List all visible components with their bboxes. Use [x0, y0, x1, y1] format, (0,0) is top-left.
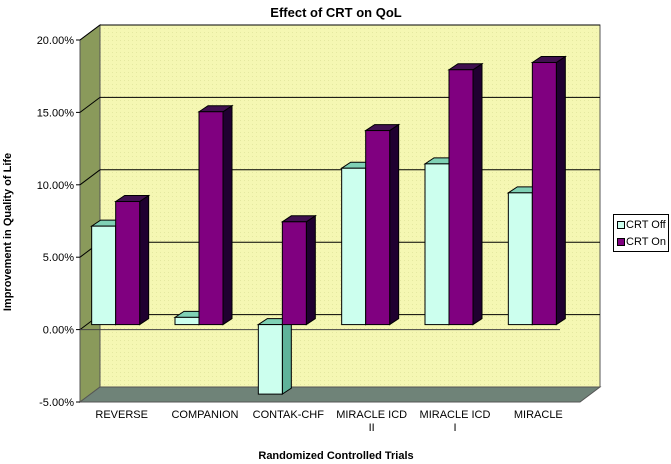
bar-front — [507, 192, 533, 326]
bar-crt-off — [256, 317, 293, 396]
x-category-label: COMPANION — [171, 409, 238, 421]
bar-side — [555, 55, 566, 326]
bar-front — [198, 111, 224, 326]
legend: CRT Off CRT On — [613, 214, 669, 252]
gridline-side — [79, 24, 101, 41]
bar-front — [281, 221, 307, 326]
y-tick-label: 20.00% — [37, 35, 75, 47]
legend-label: CRT Off — [626, 219, 666, 231]
x-category-label: MIRACLE ICD — [420, 409, 491, 421]
bar-crt-on — [280, 214, 317, 326]
x-category-label: CONTAK-CHF — [253, 409, 325, 421]
y-tick-label: 15.00% — [37, 107, 75, 119]
bar-crt-on — [114, 194, 151, 326]
x-axis-title: Randomized Controlled Trials — [258, 450, 413, 462]
x-category-label: REVERSE — [95, 409, 148, 421]
bar-front — [91, 225, 117, 326]
x-category-label: MIRACLE — [514, 409, 563, 421]
floor — [78, 386, 602, 403]
chart-title: Effect of CRT on QoL — [270, 5, 401, 20]
y-axis-title: Improvement in Quality of Life — [2, 153, 14, 311]
plot-area — [78, 24, 602, 403]
y-axis-ticks: -5.00% 0.00% 5.00% 10.00% 15.00% 20.00% — [37, 35, 80, 409]
y-tick-label: 10.00% — [37, 180, 75, 192]
side-wall — [79, 24, 101, 403]
y-tick-label: 0.00% — [43, 325, 74, 337]
legend-swatch-crt-off — [617, 221, 625, 229]
x-category-label: II — [369, 422, 375, 434]
y-tick-label: -5.00% — [39, 397, 74, 409]
legend-item-crt-on: CRT On — [617, 236, 666, 248]
bar-front — [174, 316, 200, 326]
bar-front — [448, 69, 474, 326]
bar-front — [257, 324, 283, 395]
bar-side — [139, 194, 150, 326]
bar-side — [305, 214, 316, 326]
gridline-side — [79, 97, 101, 113]
bar-side — [222, 104, 233, 326]
bar-crt-on — [530, 55, 567, 326]
x-category-label: I — [453, 422, 456, 434]
bar-side — [472, 62, 483, 326]
bar-side — [281, 317, 292, 396]
bar-crt-on — [197, 104, 234, 326]
bar-side — [389, 123, 400, 326]
legend-label: CRT On — [626, 236, 666, 248]
x-axis-categories: REVERSE COMPANION CONTAK-CHF MIRACLE ICDIIM… — [95, 409, 562, 434]
x-category-label: MIRACLE ICD — [336, 409, 407, 421]
legend-swatch-crt-on — [617, 238, 625, 246]
bar-front — [365, 130, 391, 326]
bar-front — [341, 167, 367, 326]
legend-item-crt-off: CRT Off — [617, 219, 666, 231]
bar-crt-on — [447, 62, 484, 326]
gridline-side — [79, 169, 101, 186]
bar-front — [424, 163, 450, 326]
bar-crt-on — [364, 123, 401, 326]
y-tick-label: 5.00% — [43, 252, 74, 264]
bar-front — [115, 201, 141, 326]
bar-front — [531, 62, 557, 326]
